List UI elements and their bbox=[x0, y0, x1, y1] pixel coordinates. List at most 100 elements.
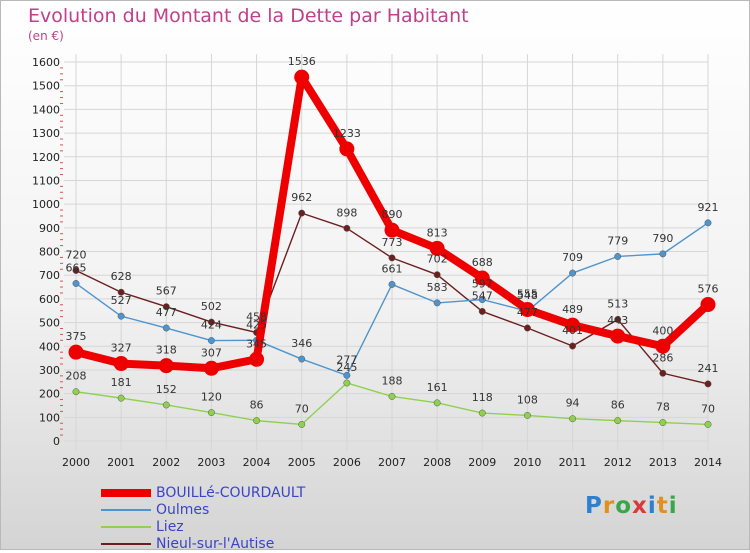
data-label: 375 bbox=[66, 330, 87, 343]
data-point bbox=[162, 324, 170, 332]
data-point bbox=[565, 317, 581, 333]
data-point bbox=[569, 269, 577, 277]
data-point bbox=[659, 250, 667, 258]
data-label: 665 bbox=[66, 261, 87, 274]
data-label: 489 bbox=[562, 303, 583, 316]
data-point bbox=[117, 394, 125, 402]
data-label: 345 bbox=[246, 337, 267, 350]
data-label: 477 bbox=[156, 306, 177, 319]
data-label: 790 bbox=[652, 232, 673, 245]
data-point bbox=[659, 369, 667, 377]
data-label: 424 bbox=[201, 319, 222, 332]
y-tick-label: 0 bbox=[53, 435, 60, 448]
data-label: 567 bbox=[156, 285, 177, 298]
data-label: 702 bbox=[427, 253, 448, 266]
legend: BOUILLé-COURDAULT Oulmes Liez Nieul-sur-l'A… bbox=[101, 485, 341, 553]
data-point bbox=[298, 209, 306, 217]
data-point bbox=[298, 355, 306, 363]
data-label: 70 bbox=[701, 402, 715, 415]
data-point bbox=[68, 344, 84, 360]
data-point bbox=[429, 240, 445, 256]
y-tick-label: 1500 bbox=[32, 80, 60, 93]
y-tick-label: 300 bbox=[39, 364, 60, 377]
data-point bbox=[523, 411, 531, 419]
x-tick-label: 2009 bbox=[468, 456, 496, 469]
y-tick-label: 100 bbox=[39, 411, 60, 424]
x-tick-label: 2007 bbox=[378, 456, 406, 469]
x-tick-label: 2005 bbox=[288, 456, 316, 469]
proxiti-logo: Proxiti bbox=[585, 493, 678, 519]
data-label: 576 bbox=[698, 283, 719, 296]
data-label: 118 bbox=[472, 391, 493, 404]
logo-letter: o bbox=[615, 493, 633, 519]
data-label: 527 bbox=[111, 294, 132, 307]
data-label: 513 bbox=[607, 297, 628, 310]
x-tick-label: 2010 bbox=[513, 456, 541, 469]
y-tick-label: 500 bbox=[39, 317, 60, 330]
data-point bbox=[162, 303, 170, 311]
data-point bbox=[207, 318, 215, 326]
data-point bbox=[343, 379, 351, 387]
x-tick-label: 2012 bbox=[604, 456, 632, 469]
y-tick-label: 800 bbox=[39, 246, 60, 259]
x-tick-label: 2000 bbox=[62, 456, 90, 469]
y-tick-label: 200 bbox=[39, 388, 60, 401]
x-tick-label: 2004 bbox=[243, 456, 271, 469]
data-point bbox=[659, 419, 667, 426]
logo-letter: t bbox=[656, 493, 669, 519]
data-label: 346 bbox=[291, 337, 312, 350]
legend-label: Oulmes bbox=[156, 502, 210, 518]
logo-letter: r bbox=[602, 493, 616, 519]
data-point bbox=[614, 253, 622, 260]
data-point bbox=[343, 224, 351, 232]
data-point bbox=[72, 280, 80, 287]
x-tick-label: 2013 bbox=[649, 456, 677, 469]
data-label: 962 bbox=[291, 191, 312, 204]
data-point bbox=[478, 296, 486, 304]
data-label: 779 bbox=[607, 234, 628, 247]
data-label: 720 bbox=[66, 248, 87, 261]
data-point bbox=[339, 141, 355, 157]
logo-letter: P bbox=[585, 493, 603, 519]
data-label: 443 bbox=[607, 314, 628, 327]
data-label: 286 bbox=[652, 351, 673, 364]
data-label: 661 bbox=[382, 262, 403, 275]
data-label: 120 bbox=[201, 391, 222, 404]
data-label: 152 bbox=[156, 383, 177, 396]
legend-label: BOUILLé-COURDAULT bbox=[156, 485, 306, 501]
chart-title: Evolution du Montant de la Dette par Hab… bbox=[28, 5, 469, 27]
x-tick-label: 2006 bbox=[333, 456, 361, 469]
data-label: 401 bbox=[562, 324, 583, 337]
data-point bbox=[388, 254, 396, 262]
legend-item: BOUILLé-COURDAULT bbox=[101, 485, 341, 502]
data-point bbox=[117, 288, 125, 296]
data-point bbox=[474, 270, 490, 286]
x-tick-label: 2001 bbox=[107, 456, 135, 469]
data-label: 188 bbox=[382, 374, 403, 387]
legend-item: Oulmes bbox=[101, 502, 341, 519]
y-tick-label: 1400 bbox=[32, 103, 60, 116]
data-label: 583 bbox=[427, 281, 448, 294]
data-point bbox=[433, 399, 441, 407]
y-tick-label: 1000 bbox=[32, 198, 60, 211]
data-point bbox=[655, 338, 671, 354]
data-label: 688 bbox=[472, 256, 493, 269]
data-point bbox=[478, 307, 486, 315]
data-point bbox=[478, 409, 486, 417]
data-point bbox=[614, 417, 622, 425]
data-label: 898 bbox=[336, 206, 357, 219]
y-tick-label: 1600 bbox=[32, 56, 60, 69]
y-tick-label: 600 bbox=[39, 293, 60, 306]
grid-group: 0 100 200 300 400 500 600 700 800 900 1000 1100 1200… bbox=[32, 54, 722, 469]
data-label: 813 bbox=[427, 226, 448, 239]
data-label: 161 bbox=[427, 381, 448, 394]
data-point bbox=[569, 415, 577, 423]
data-point bbox=[207, 409, 215, 417]
data-label: 773 bbox=[382, 236, 403, 249]
y-tick-label: 400 bbox=[39, 340, 60, 353]
logo-letter: i bbox=[647, 493, 657, 519]
x-tick-label: 2014 bbox=[694, 456, 722, 469]
data-label: 94 bbox=[566, 397, 580, 410]
y-tick-label: 700 bbox=[39, 269, 60, 282]
